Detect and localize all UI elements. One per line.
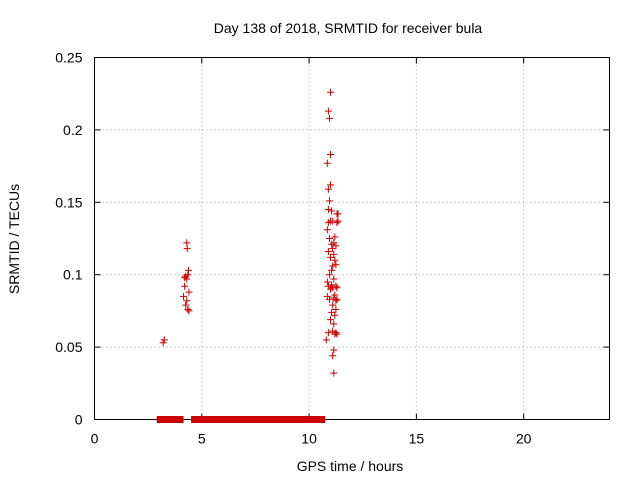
data-point [329, 352, 337, 360]
data-point [322, 336, 330, 344]
data-point [180, 292, 188, 300]
data-point [328, 281, 336, 289]
y-tick-label: 0.25 [55, 50, 82, 66]
data-point [323, 159, 331, 167]
y-tick-label: 0.1 [63, 267, 83, 283]
data-point [185, 288, 193, 296]
data-point [330, 369, 338, 377]
data-point [332, 297, 340, 305]
data-point [324, 248, 332, 256]
data-point [328, 308, 336, 316]
data-point [333, 330, 341, 338]
chart-title: Day 138 of 2018, SRMTID for receiver bul… [214, 20, 483, 36]
data-point [333, 284, 341, 292]
data-point [183, 297, 191, 305]
y-axis-label: SRMTID / TECUs [6, 184, 22, 294]
data-point [332, 329, 340, 337]
data-point [184, 271, 192, 279]
data-point [327, 181, 335, 189]
data-point [327, 316, 335, 324]
x-tick-label: 0 [91, 431, 99, 447]
data-point [323, 226, 331, 234]
data-point [329, 262, 337, 270]
data-point [331, 291, 339, 299]
data-point [160, 336, 168, 344]
data-point [185, 307, 193, 315]
grid-lines [94, 57, 610, 420]
data-point [184, 305, 192, 313]
data-point [332, 305, 340, 313]
x-tick-label: 15 [409, 431, 425, 447]
data-point [182, 301, 190, 309]
data-point [325, 271, 333, 279]
data-point [183, 245, 191, 253]
data-point [325, 197, 333, 205]
y-tick-label: 0.2 [63, 122, 83, 138]
data-point [330, 275, 338, 283]
data-point [325, 114, 333, 122]
data-point [334, 217, 342, 225]
zero-value-run [156, 416, 184, 423]
data-point [184, 266, 192, 274]
data-point [332, 282, 340, 290]
data-point [333, 295, 341, 303]
data-point [181, 282, 189, 290]
data-point [324, 206, 332, 214]
x-tick-label: 20 [516, 431, 532, 447]
zero-value-run [191, 416, 326, 423]
data-point [332, 242, 340, 250]
data-point [323, 278, 331, 286]
plot-frame [94, 57, 610, 420]
data-point [329, 245, 337, 253]
data-point [331, 311, 339, 319]
data-point [183, 275, 191, 283]
y-tick-label: 0.15 [55, 194, 82, 210]
data-point [324, 107, 332, 115]
y-tick-label: 0.05 [55, 339, 82, 355]
data-point [330, 346, 338, 354]
data-point [159, 339, 167, 347]
data-point [333, 219, 341, 227]
data-point [328, 207, 336, 215]
data-point [327, 151, 335, 159]
y-tick-label: 0 [75, 412, 83, 428]
data-point [327, 88, 335, 96]
x-axis-label: GPS time / hours [297, 458, 404, 474]
data-marks [156, 88, 342, 423]
axis-ticks: 0 5 10 15 20 0 0.05 0.1 0.15 0.2 0.25 [55, 50, 610, 447]
x-tick-label: 5 [198, 431, 206, 447]
data-point [334, 210, 342, 218]
data-point [331, 233, 339, 241]
data-point [325, 295, 333, 303]
data-point [324, 185, 332, 193]
data-point [327, 253, 335, 261]
data-point [330, 320, 338, 328]
data-point [328, 266, 336, 274]
data-point [332, 261, 340, 269]
data-point [324, 329, 332, 337]
x-tick-label: 10 [301, 431, 317, 447]
data-point [325, 235, 333, 242]
data-point [329, 301, 337, 309]
data-point [331, 256, 339, 264]
data-point [330, 250, 338, 258]
